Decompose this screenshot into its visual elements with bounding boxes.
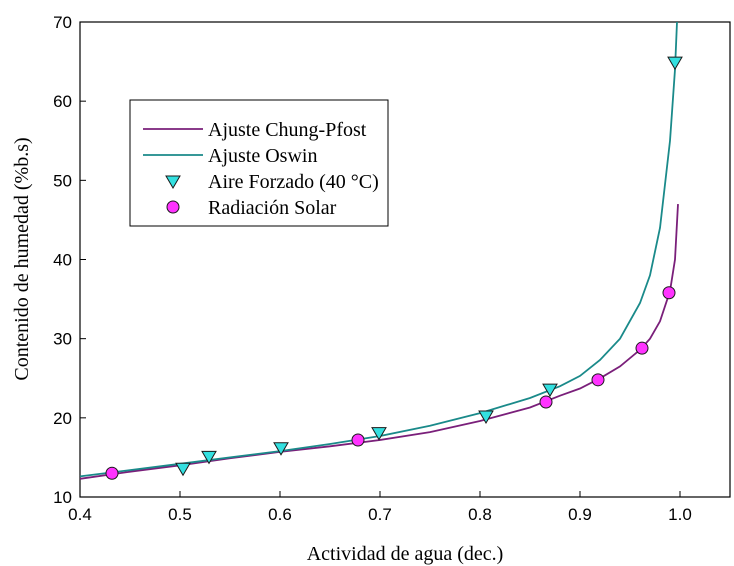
y-tick-label: 50 [53,171,72,190]
x-tick-label: 0.6 [268,505,292,524]
x-tick-label: 0.5 [168,505,192,524]
point-radiacion-solar [351,433,365,447]
point-aire-forzado-40-c [273,442,289,456]
y-tick-label: 40 [53,251,72,270]
y-tick-label: 70 [53,13,72,32]
legend-label-radiacion-solar: Radiación Solar [208,197,337,219]
y-tick-label: 60 [53,92,72,111]
point-radiacion-solar [539,395,553,409]
point-aire-forzado-40-c [478,410,494,425]
legend-marker-aire-forzado [165,175,181,189]
series-line-ajuste-oswin [79,21,678,478]
y-tick-label: 10 [53,488,72,507]
x-axis-title: Actividad de agua (dec.) [307,543,504,565]
point-radiacion-solar [662,286,676,300]
point-aire-forzado-40-c [201,450,217,465]
point-radiacion-solar [635,341,649,355]
point-aire-forzado-40-c [371,427,387,441]
y-tick-label: 20 [53,409,72,428]
legend-label-oswin: Ajuste Oswin [208,145,317,167]
legend-label-chung-pfost: Ajuste Chung-Pfost [208,119,367,141]
markers-layer [105,56,683,480]
y-axis: 10 20 30 40 50 60 70 [53,13,86,507]
y-axis-title: Contenido de humedad (%b.s) [11,137,33,380]
legend-label-aire-forzado: Aire Forzado (40 °C) [208,171,379,193]
point-aire-forzado-40-c [667,56,683,71]
legend: Ajuste Chung-Pfost Ajuste Oswin Aire For… [129,99,389,227]
x-tick-label: 0.8 [468,505,492,524]
curves-layer [79,21,679,480]
x-axis: 0.4 0.5 0.6 0.7 0.8 0.9 1.0 [68,491,692,524]
point-radiacion-solar [105,466,119,480]
x-tick-label: 0.7 [368,505,392,524]
y-tick-label: 30 [53,330,72,349]
point-aire-forzado-40-c [542,383,558,398]
plot-frame [79,21,731,498]
point-aire-forzado-40-c [175,462,191,477]
point-radiacion-solar [591,373,605,387]
x-tick-label: 0.4 [68,505,92,524]
x-tick-label: 1.0 [668,505,692,524]
legend-marker-radiacion-solar [166,200,180,214]
x-tick-label: 0.9 [568,505,592,524]
